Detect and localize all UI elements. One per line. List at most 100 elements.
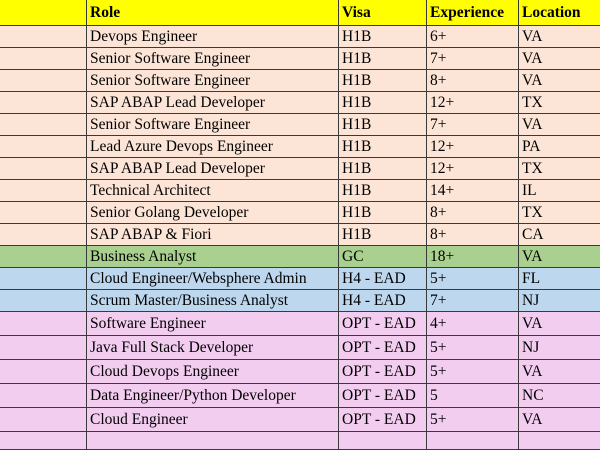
location-cell[interactable]: VA bbox=[522, 27, 543, 45]
location-cell[interactable]: VA bbox=[522, 410, 543, 428]
row-index-cell[interactable] bbox=[0, 268, 87, 289]
role-cell[interactable] bbox=[87, 432, 339, 449]
experience-cell[interactable]: 14+ bbox=[427, 180, 519, 201]
role-cell[interactable]: SAP ABAP Lead Developer bbox=[87, 158, 339, 179]
role-cell[interactable]: Senior Golang Developer bbox=[87, 202, 339, 223]
visa-cell[interactable]: H4 - EAD bbox=[339, 268, 427, 289]
location-cell[interactable]: NC bbox=[522, 386, 544, 404]
location-cell[interactable]: IL bbox=[522, 181, 537, 199]
experience-cell[interactable]: 12+ bbox=[427, 92, 519, 113]
location-cell[interactable]: VA bbox=[522, 314, 543, 332]
row-index-cell[interactable] bbox=[0, 180, 87, 201]
role-cell[interactable]: Senior Software Engineer bbox=[87, 48, 339, 69]
row-index-cell[interactable] bbox=[0, 312, 87, 335]
location-cell[interactable]: NJ bbox=[522, 338, 540, 356]
row-index-cell[interactable] bbox=[0, 26, 87, 47]
experience-cell[interactable]: 4+ bbox=[427, 312, 519, 335]
experience-cell[interactable]: 8+ bbox=[427, 202, 519, 223]
visa-cell[interactable]: H1B bbox=[339, 158, 427, 179]
row-index-cell[interactable] bbox=[0, 224, 87, 245]
visa-cell[interactable]: H1B bbox=[339, 114, 427, 135]
header-cell-blank[interactable] bbox=[0, 0, 87, 25]
row-index-cell[interactable] bbox=[0, 92, 87, 113]
row-index-cell[interactable] bbox=[0, 360, 87, 383]
role-cell[interactable]: Software Engineer bbox=[87, 312, 339, 335]
location-cell[interactable]: FL bbox=[522, 269, 541, 287]
experience-cell[interactable]: 5+ bbox=[427, 268, 519, 289]
location-cell[interactable]: CA bbox=[522, 225, 544, 243]
role-cell[interactable]: Data Engineer/Python Developer bbox=[87, 384, 339, 407]
role-cell[interactable]: Business Analyst bbox=[87, 246, 339, 267]
experience-cell[interactable] bbox=[427, 432, 519, 449]
row-index-cell[interactable] bbox=[0, 70, 87, 91]
row-index-cell[interactable] bbox=[0, 384, 87, 407]
location-cell[interactable]: VA bbox=[522, 71, 543, 89]
visa-cell[interactable]: H1B bbox=[339, 70, 427, 91]
experience-cell[interactable]: 12+ bbox=[427, 158, 519, 179]
experience-cell[interactable]: 12+ bbox=[427, 136, 519, 157]
location-cell[interactable]: NJ bbox=[522, 291, 540, 309]
location-cell[interactable] bbox=[519, 432, 600, 449]
row-index-cell[interactable] bbox=[0, 432, 87, 449]
experience-cell[interactable]: 5+ bbox=[427, 360, 519, 383]
visa-cell[interactable]: OPT - EAD bbox=[339, 384, 427, 407]
row-index-cell[interactable] bbox=[0, 202, 87, 223]
row-index-cell[interactable] bbox=[0, 290, 87, 311]
visa-cell[interactable]: H1B bbox=[339, 26, 427, 47]
visa-cell[interactable]: H1B bbox=[339, 202, 427, 223]
location-cell[interactable]: PA bbox=[522, 137, 541, 155]
location-cell[interactable]: TX bbox=[522, 203, 543, 221]
role-cell[interactable]: Cloud Engineer bbox=[87, 408, 339, 431]
role-cell[interactable]: Senior Software Engineer bbox=[87, 70, 339, 91]
location-cell[interactable]: VA bbox=[522, 247, 543, 265]
header-cell-location[interactable]: Location bbox=[522, 3, 581, 21]
experience-cell[interactable]: 6+ bbox=[427, 26, 519, 47]
role-cell[interactable]: Scrum Master/Business Analyst bbox=[87, 290, 339, 311]
experience-cell[interactable]: 8+ bbox=[427, 70, 519, 91]
location-cell[interactable]: TX bbox=[522, 93, 543, 111]
location-cell[interactable]: VA bbox=[522, 362, 543, 380]
visa-cell[interactable]: H1B bbox=[339, 224, 427, 245]
visa-cell[interactable]: OPT - EAD bbox=[339, 360, 427, 383]
row-index-cell[interactable] bbox=[0, 336, 87, 359]
row-index-cell[interactable] bbox=[0, 114, 87, 135]
role-cell[interactable]: Java Full Stack Developer bbox=[87, 336, 339, 359]
role-cell[interactable]: Lead Azure Devops Engineer bbox=[87, 136, 339, 157]
visa-cell[interactable]: H1B bbox=[339, 136, 427, 157]
experience-cell[interactable]: 5+ bbox=[427, 336, 519, 359]
role-cell[interactable]: SAP ABAP & Fiori bbox=[87, 224, 339, 245]
experience-cell[interactable]: 18+ bbox=[427, 246, 519, 267]
experience-cell[interactable]: 7+ bbox=[427, 290, 519, 311]
visa-cell[interactable]: H1B bbox=[339, 180, 427, 201]
visa-cell[interactable]: GC bbox=[339, 246, 427, 267]
role-cell[interactable]: Devops Engineer bbox=[87, 26, 339, 47]
row-index-cell[interactable] bbox=[0, 246, 87, 267]
experience-cell[interactable]: 8+ bbox=[427, 224, 519, 245]
experience-cell[interactable]: 7+ bbox=[427, 48, 519, 69]
visa-cell[interactable]: OPT - EAD bbox=[339, 336, 427, 359]
visa-cell[interactable]: H4 - EAD bbox=[339, 290, 427, 311]
header-cell-visa[interactable]: Visa bbox=[339, 0, 427, 25]
role-cell[interactable]: Cloud Engineer/Websphere Admin bbox=[87, 268, 339, 289]
location-cell[interactable]: VA bbox=[522, 115, 543, 133]
role-cell[interactable]: Senior Software Engineer bbox=[87, 114, 339, 135]
location-cell[interactable]: TX bbox=[522, 159, 543, 177]
role-cell[interactable]: Technical Architect bbox=[87, 180, 339, 201]
visa-cell[interactable]: H1B bbox=[339, 48, 427, 69]
location-cell[interactable]: VA bbox=[522, 49, 543, 67]
visa-cell[interactable]: H1B bbox=[339, 92, 427, 113]
row-index-cell[interactable] bbox=[0, 158, 87, 179]
visa-cell[interactable]: OPT - EAD bbox=[339, 312, 427, 335]
role-cell[interactable]: Cloud Devops Engineer bbox=[87, 360, 339, 383]
row-index-cell[interactable] bbox=[0, 136, 87, 157]
row-index-cell[interactable] bbox=[0, 408, 87, 431]
experience-cell[interactable]: 5 bbox=[427, 384, 519, 407]
experience-cell[interactable]: 7+ bbox=[427, 114, 519, 135]
header-cell-experience[interactable]: Experience bbox=[427, 0, 519, 25]
visa-cell[interactable]: OPT - EAD bbox=[339, 408, 427, 431]
header-cell-role[interactable]: Role bbox=[87, 0, 339, 25]
visa-cell[interactable] bbox=[339, 432, 427, 449]
row-index-cell[interactable] bbox=[0, 48, 87, 69]
role-cell[interactable]: SAP ABAP Lead Developer bbox=[87, 92, 339, 113]
experience-cell[interactable]: 5+ bbox=[427, 408, 519, 431]
